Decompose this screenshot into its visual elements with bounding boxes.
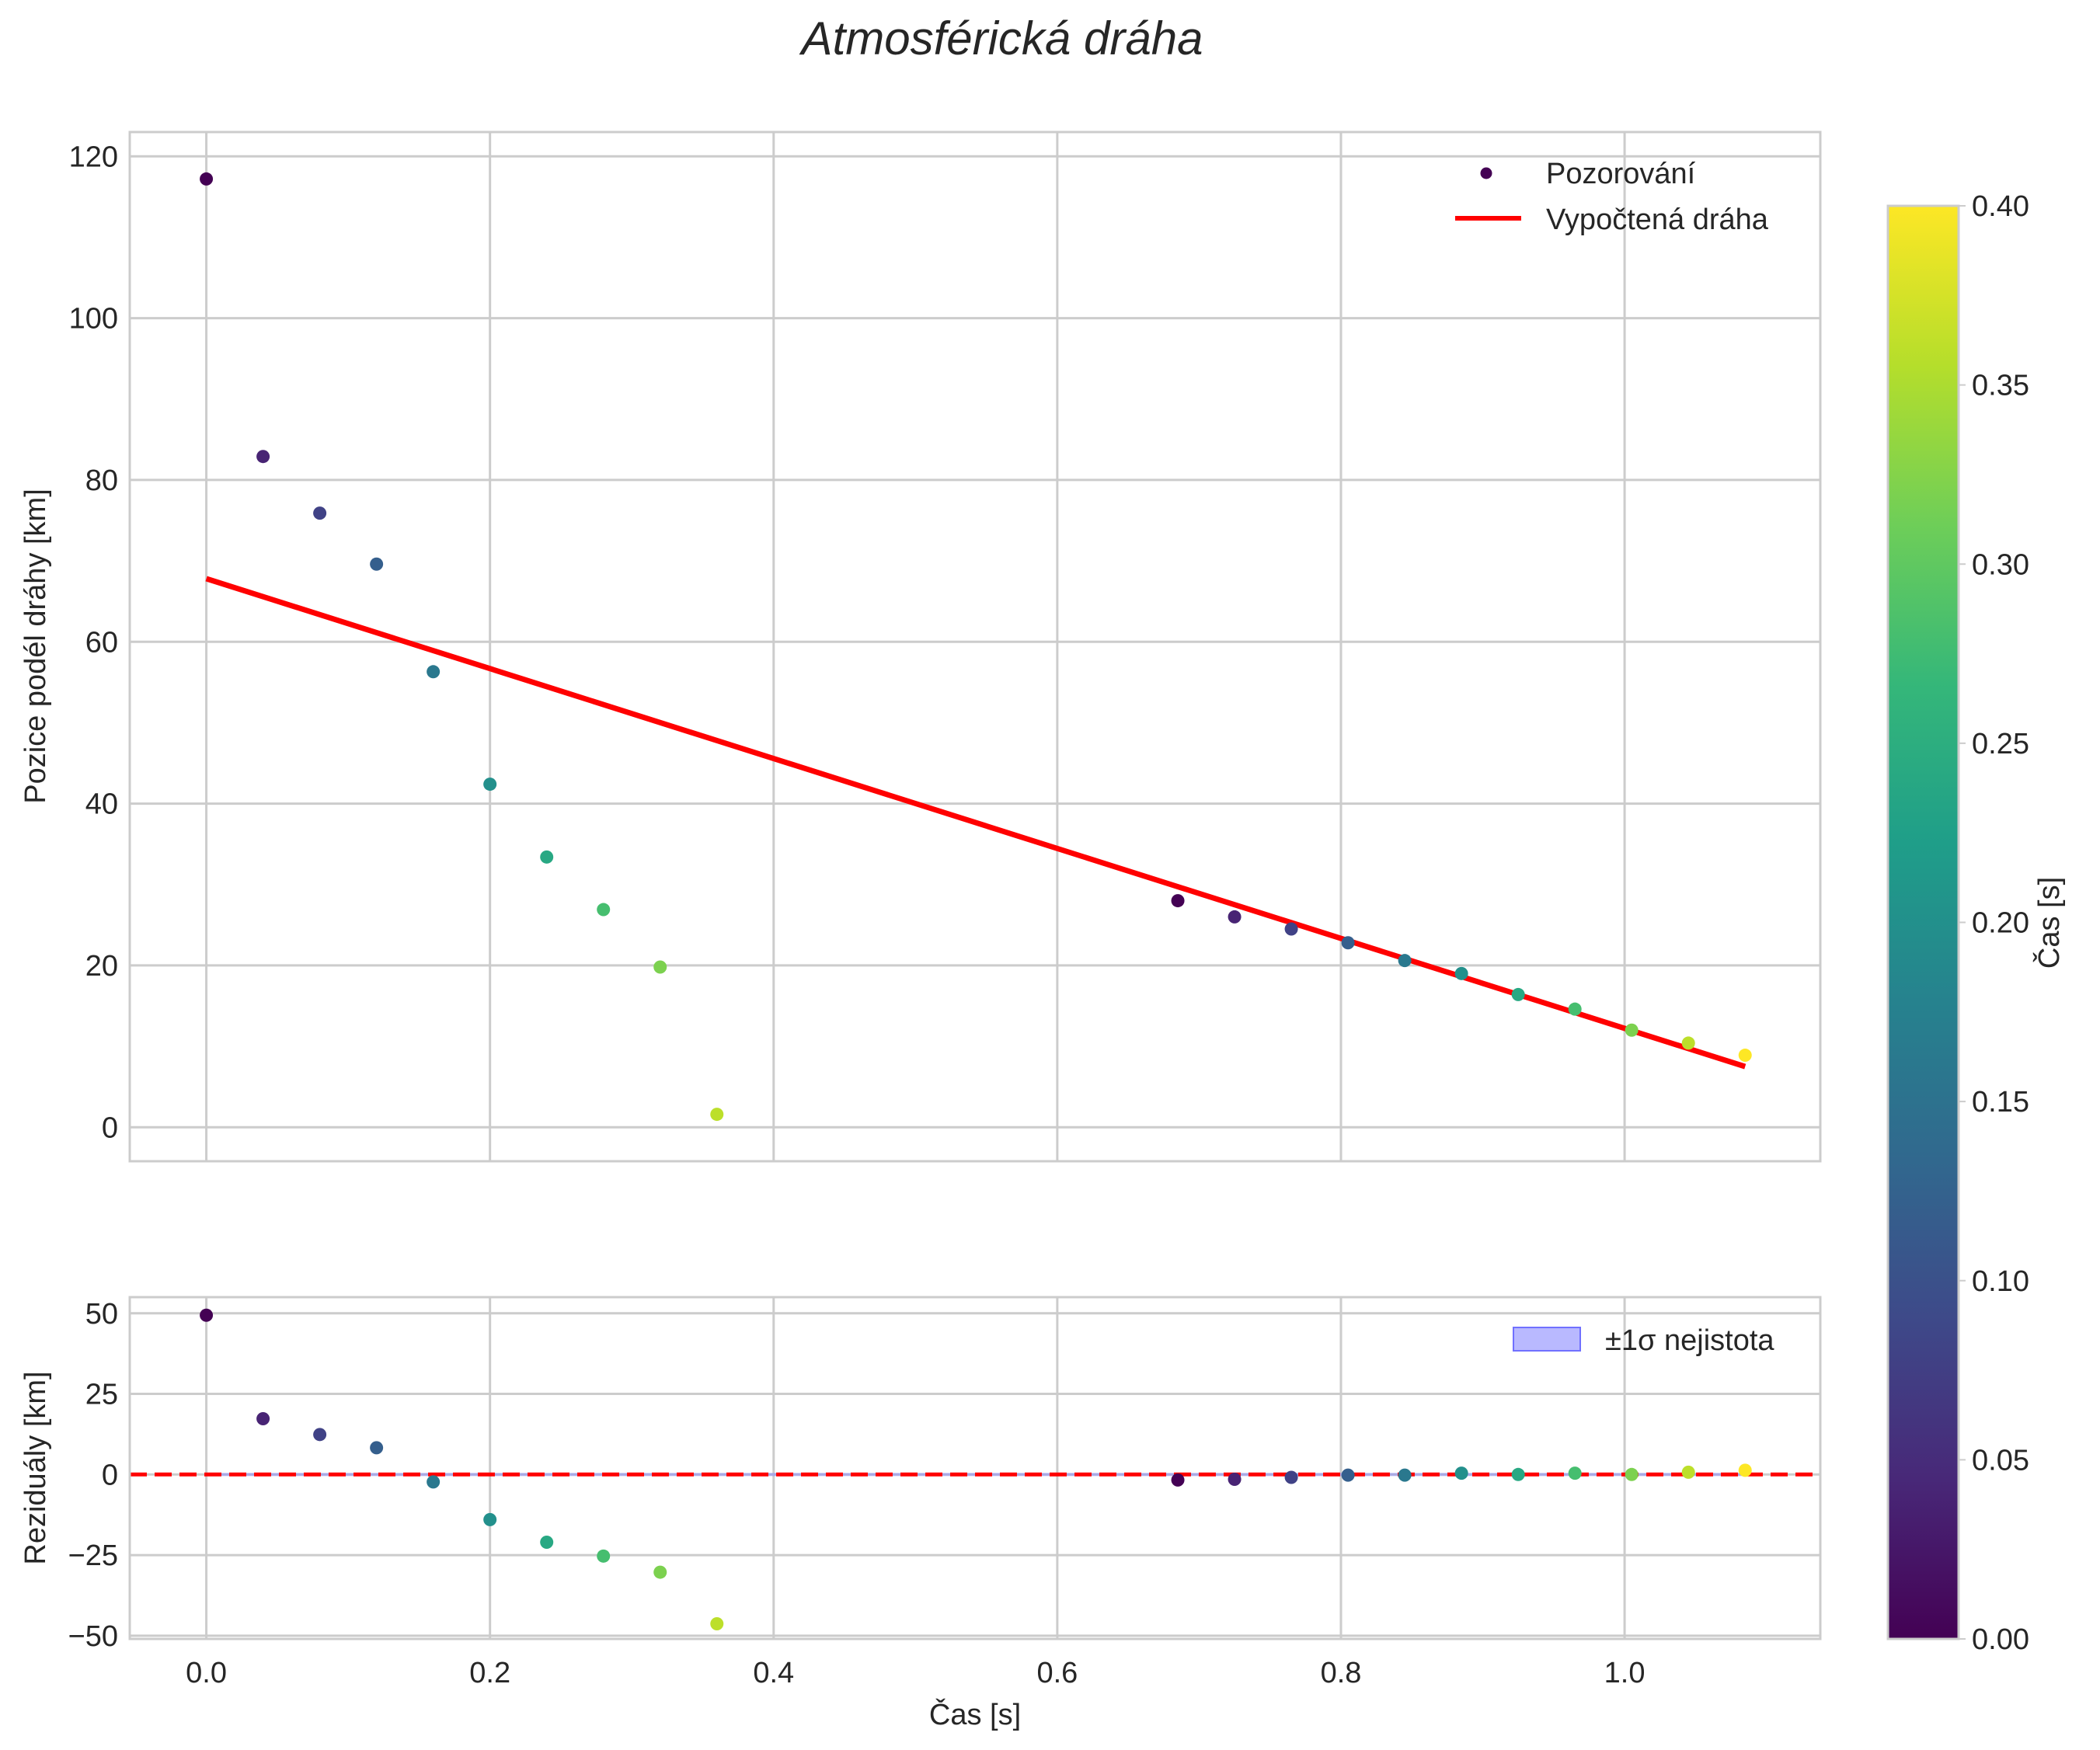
residual-point xyxy=(1454,1466,1468,1480)
residual-point xyxy=(483,1512,497,1526)
residual-point xyxy=(597,1549,611,1563)
colorbar-tick-label: 0.00 xyxy=(1972,1623,2029,1656)
residual-point xyxy=(1171,1473,1185,1487)
colorbar-ticks: 0.00 0.05 0.10 0.15 0.20 0.25 0.30 0.35 0.40 xyxy=(1959,190,2029,1656)
colorbar-tick-label: 0.30 xyxy=(1972,548,2029,581)
x-tick-label: 0.6 xyxy=(1036,1657,1078,1689)
x-tick-label: 0.8 xyxy=(1321,1657,1362,1689)
colorbar-gradient xyxy=(1886,204,1960,1640)
bottom-y-tick-label: −25 xyxy=(68,1540,118,1572)
bottom-panel: −50 −25 0 25 50 Reziduály [km] ±1σ nejistota… xyxy=(19,1296,1822,1731)
residual-point xyxy=(1568,1466,1582,1480)
bottom-y-tick-label: 0 xyxy=(102,1459,118,1491)
observation-point xyxy=(1171,894,1185,908)
observation-point xyxy=(540,850,554,864)
residual-point xyxy=(1738,1463,1752,1477)
residual-points xyxy=(200,1308,1752,1630)
residual-point xyxy=(427,1475,441,1489)
colorbar-tick-label: 0.35 xyxy=(1972,370,2029,402)
bottom-panel-background xyxy=(130,1297,1820,1639)
observation-point xyxy=(1681,1036,1695,1050)
residual-point xyxy=(710,1616,724,1630)
top-panel-frame xyxy=(128,130,1822,1163)
residual-point xyxy=(1681,1465,1695,1479)
top-y-tick-label: 120 xyxy=(69,141,118,173)
colorbar-tick-label: 0.20 xyxy=(1972,907,2029,940)
legend-observation-label: Pozorování xyxy=(1546,158,1696,190)
bottom-panel-y-axis-label: Reziduály [km] xyxy=(19,1371,52,1564)
bottom-panel-legend: ±1σ nejistota xyxy=(1513,1324,1774,1357)
observation-point xyxy=(597,903,611,917)
top-y-tick-label: 100 xyxy=(69,303,118,336)
legend-uncertainty-swatch xyxy=(1513,1327,1581,1352)
colorbar-tick-label: 0.05 xyxy=(1972,1444,2029,1477)
top-y-tick-label: 40 xyxy=(85,788,118,821)
observation-point xyxy=(710,1108,724,1122)
residual-point xyxy=(1625,1467,1639,1481)
residual-point xyxy=(1341,1468,1355,1482)
legend-fit-line-label: Vypočtená dráha xyxy=(1546,204,1769,236)
observation-point xyxy=(1625,1023,1639,1037)
x-axis-label: Čas [s] xyxy=(929,1697,1021,1731)
bottom-y-tick-label: 50 xyxy=(85,1298,118,1331)
colorbar: 0.00 0.05 0.10 0.15 0.20 0.25 0.30 0.35 0.40 Čas… xyxy=(1886,190,2066,1656)
residual-point xyxy=(540,1535,554,1549)
bottom-panel-frame xyxy=(128,1296,1822,1640)
legend-observation-marker xyxy=(1480,167,1492,179)
top-panel-grid xyxy=(130,132,1820,1161)
chart-title: Atmosférická dráha xyxy=(799,12,1203,64)
observation-point xyxy=(1398,954,1412,968)
x-tick-label: 1.0 xyxy=(1604,1657,1646,1689)
residual-point xyxy=(200,1308,214,1322)
observation-point xyxy=(1511,987,1525,1001)
bottom-y-tick-label: 25 xyxy=(85,1379,118,1411)
colorbar-label: Čas [s] xyxy=(2032,877,2066,969)
observation-point xyxy=(313,506,327,520)
top-panel-legend: Pozorování Vypočtená dráha xyxy=(1455,158,1769,236)
observation-point xyxy=(1454,966,1468,980)
colorbar-tick-label: 0.10 xyxy=(1972,1265,2029,1298)
fit-line-layer xyxy=(205,576,1747,1070)
observation-point xyxy=(653,960,667,974)
top-y-tick-label: 0 xyxy=(102,1112,118,1144)
top-y-tick-label: 80 xyxy=(85,464,118,497)
top-y-tick-label: 20 xyxy=(85,950,118,983)
observation-point xyxy=(370,557,384,571)
x-tick-label: 0.4 xyxy=(753,1657,794,1689)
observation-point xyxy=(200,172,214,186)
observation-point xyxy=(1284,922,1298,936)
residual-point xyxy=(653,1565,667,1579)
residual-point xyxy=(1398,1468,1412,1482)
residual-point xyxy=(256,1411,270,1425)
top-panel-y-axis-label: Pozice podél dráhy [km] xyxy=(19,489,52,804)
observation-point xyxy=(256,450,270,464)
colorbar-tick-label: 0.40 xyxy=(1972,190,2029,223)
bottom-panel-y-ticks: −50 −25 0 25 50 xyxy=(68,1298,118,1653)
observation-point xyxy=(1341,936,1355,950)
x-tick-label: 0.0 xyxy=(186,1657,227,1689)
residual-point xyxy=(1284,1470,1298,1484)
x-tick-label: 0.2 xyxy=(469,1657,510,1689)
legend-uncertainty-label: ±1σ nejistota xyxy=(1605,1324,1774,1357)
observation-point xyxy=(483,778,497,792)
top-panel-y-ticks: 0 20 40 60 80 100 120 xyxy=(69,141,118,1144)
observation-point xyxy=(427,665,441,679)
colorbar-tick-label: 0.15 xyxy=(1972,1086,2029,1119)
bottom-y-tick-label: −50 xyxy=(68,1620,118,1653)
residual-point xyxy=(313,1428,327,1442)
top-panel-background xyxy=(130,132,1820,1161)
fit-line xyxy=(205,576,1747,1070)
residual-point xyxy=(1228,1473,1242,1487)
top-y-tick-label: 60 xyxy=(85,626,118,659)
observation-point xyxy=(1738,1049,1752,1063)
observation-points xyxy=(200,172,1752,1122)
x-axis-ticks: 0.0 0.2 0.4 0.6 0.8 1.0 xyxy=(186,1657,1645,1689)
observation-point xyxy=(1568,1002,1582,1016)
residual-point xyxy=(1511,1467,1525,1481)
observation-point xyxy=(1228,910,1242,924)
residual-point xyxy=(370,1441,384,1455)
colorbar-tick-label: 0.25 xyxy=(1972,728,2029,760)
